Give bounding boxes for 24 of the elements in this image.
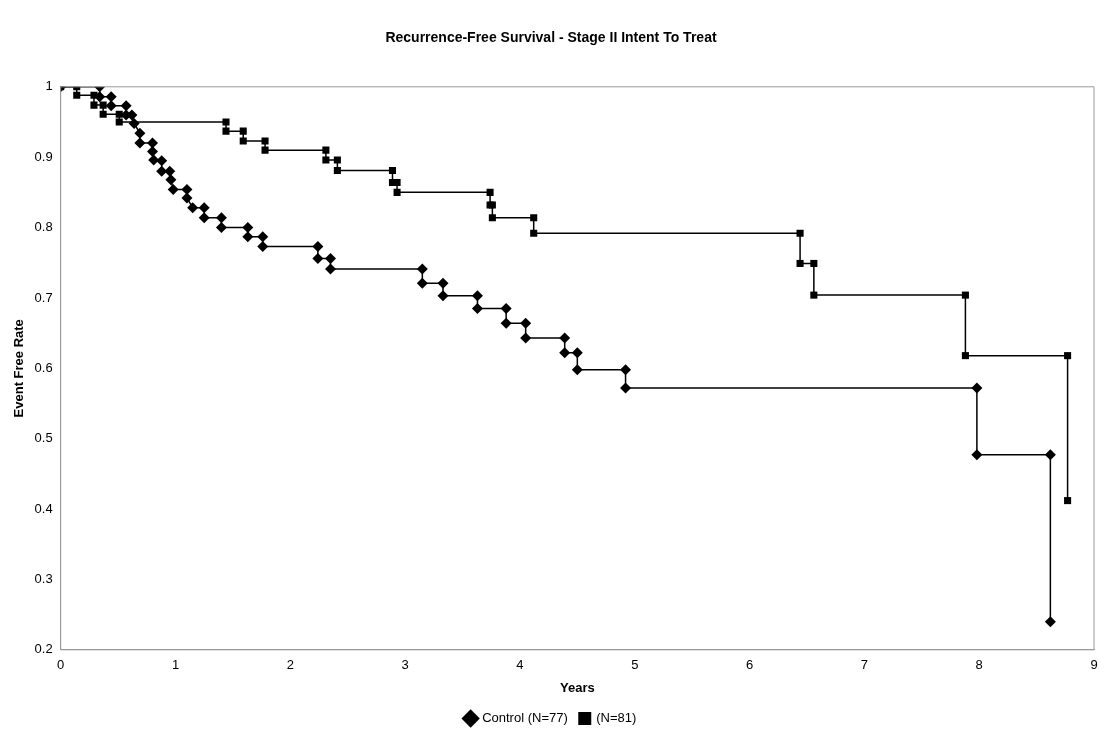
x-tick-label: 3 (401, 657, 409, 673)
y-tick-label: 1 (45, 78, 53, 94)
x-tick-label: 8 (975, 657, 983, 673)
legend-label: Control (N=77) (482, 710, 568, 726)
y-tick-label: 0.6 (34, 359, 53, 375)
y-tick-label: 0.5 (34, 430, 53, 446)
y-tick-label: 0.3 (34, 571, 53, 586)
x-tick-label: 7 (860, 657, 868, 673)
y-tick-label: 0.7 (34, 289, 53, 305)
x-tick-label: 2 (286, 657, 294, 673)
y-tick-label: 0.8 (34, 219, 53, 235)
x-axis-title: Years (559, 679, 595, 695)
x-tick-label: 6 (745, 657, 754, 673)
y-tick-label: 0.2 (34, 641, 53, 657)
x-tick-label: 1 (171, 657, 180, 673)
y-tick-label: 0.4 (34, 500, 53, 516)
y-axis-title: Event Free Rate (11, 319, 27, 418)
chart-title: Recurrence-Free Survival - Stage II Intent To Treat (385, 29, 717, 46)
x-tick-label: 9 (1090, 657, 1098, 673)
x-tick-label: 0 (57, 657, 65, 673)
legend-label: (N=81) (596, 710, 637, 726)
x-tick-label: 4 (516, 657, 524, 673)
x-tick-label: 5 (631, 657, 639, 673)
y-tick-label: 0.9 (34, 148, 53, 164)
